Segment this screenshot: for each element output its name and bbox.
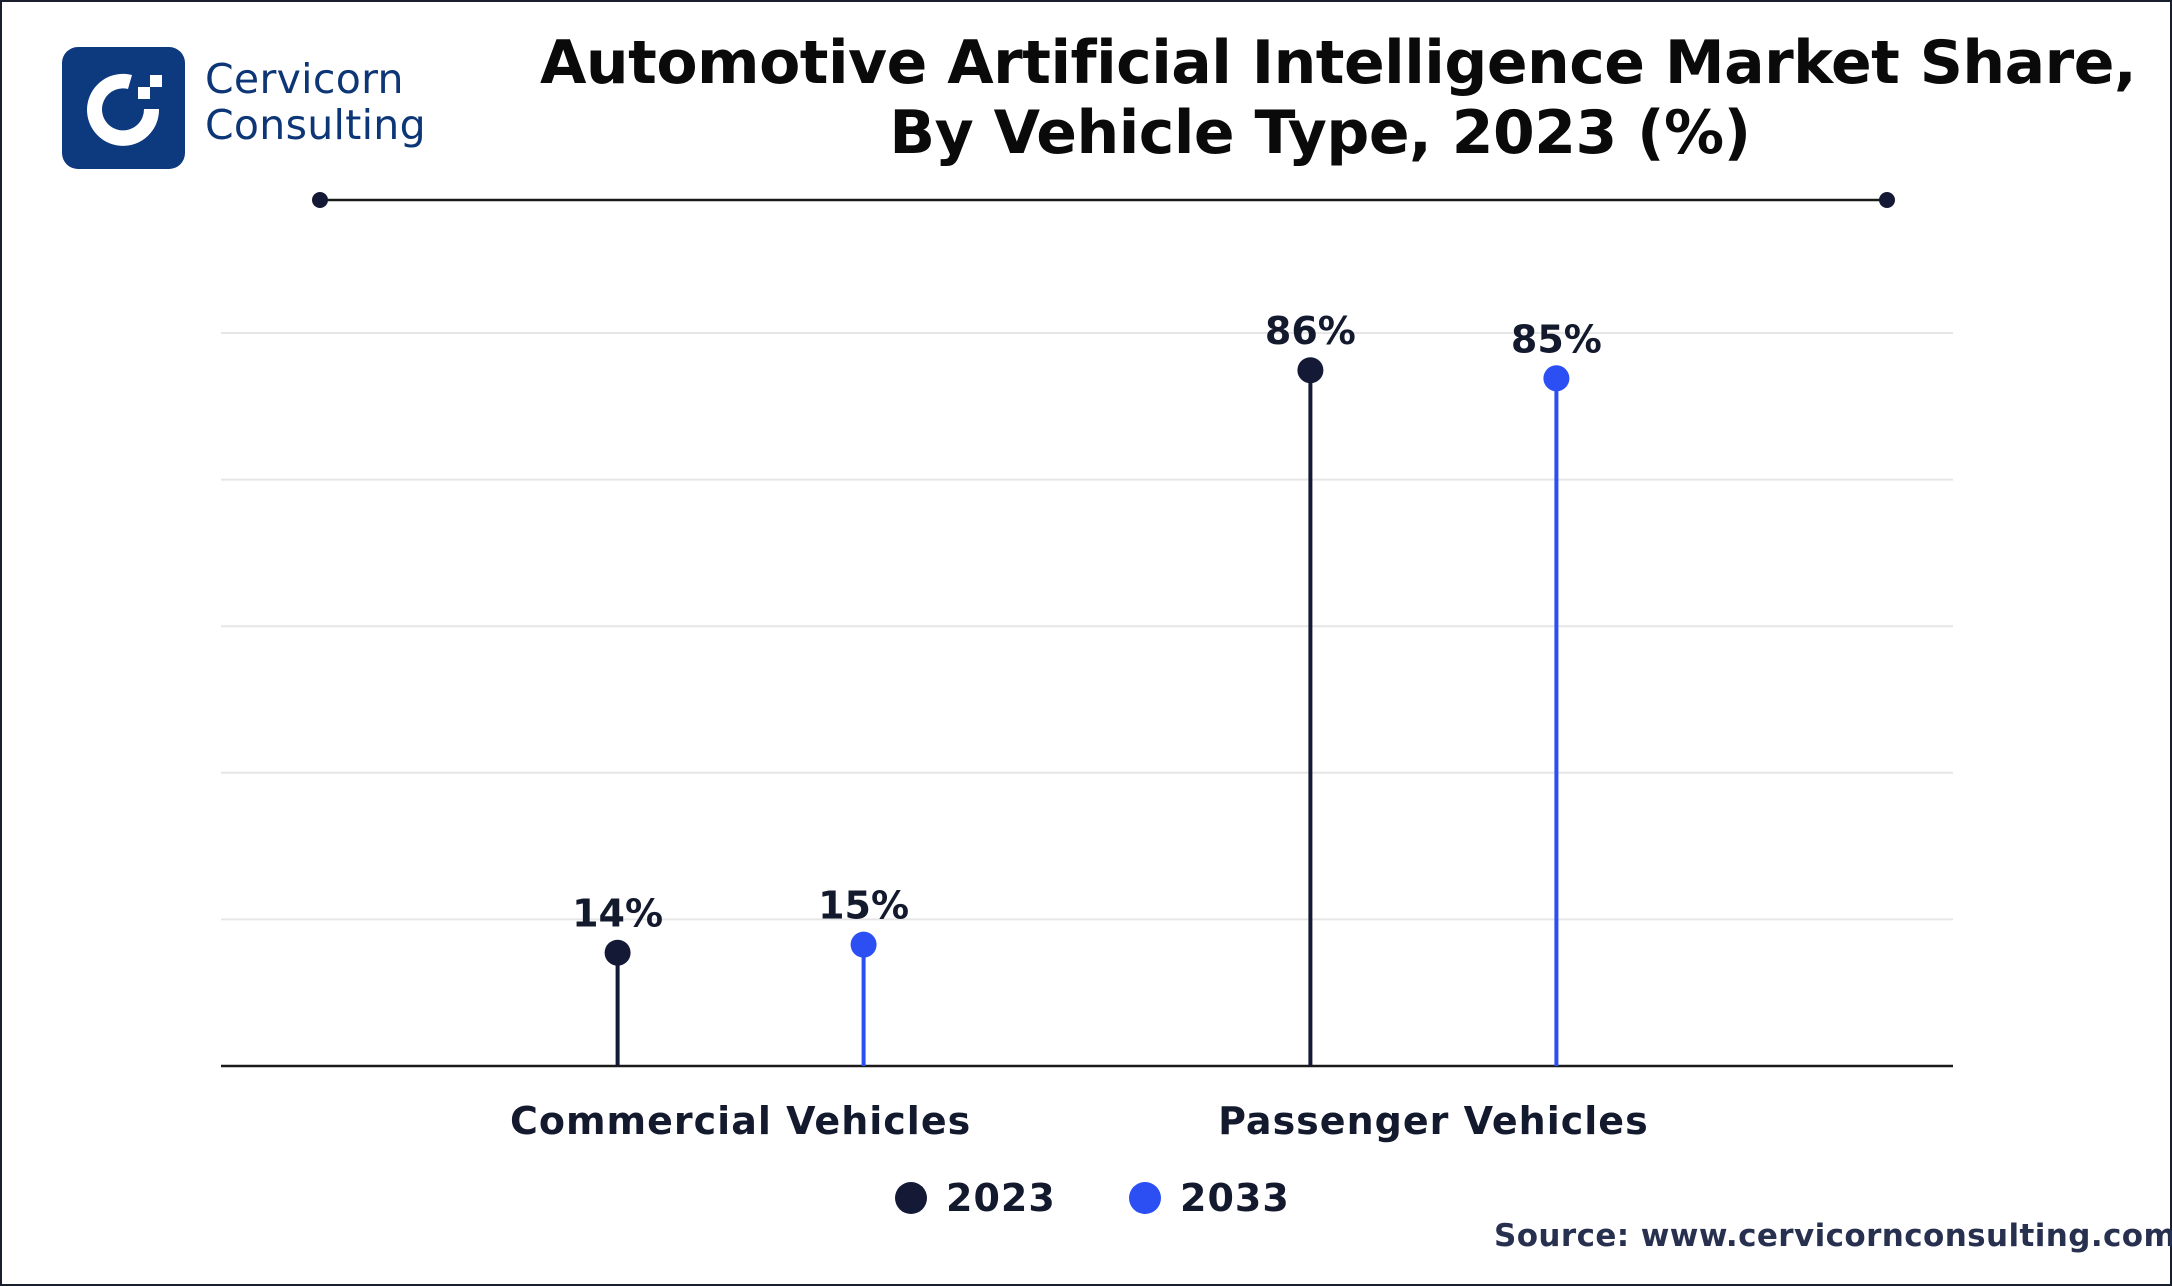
data-label: 14% [572, 892, 663, 936]
cervicorn-logo-icon [62, 47, 185, 169]
data-label: 15% [818, 884, 909, 928]
brand-name: Cervicorn Consulting [205, 56, 426, 148]
category-label: Passenger Vehicles [1218, 1099, 1649, 1143]
brand-name-line1: Cervicorn [205, 55, 404, 103]
brand-name-line2: Consulting [205, 101, 426, 149]
lollipop-dot-2033-1 [1543, 365, 1570, 392]
data-label: 86% [1265, 309, 1356, 353]
chart-title: Automotive Artificial Intelligence Marke… [540, 28, 2137, 168]
divider-right-dot [1879, 192, 1895, 208]
chart-title-line2: By Vehicle Type, 2023 (%) [889, 98, 1751, 168]
lollipop-dot-2023-0 [604, 939, 631, 966]
legend-marker-2023 [895, 1182, 927, 1214]
legend-label-2033: 2033 [1180, 1176, 1290, 1220]
source-text: Source: www.cervicornconsulting.com [1494, 1218, 2172, 1254]
category-label: Commercial Vehicles [510, 1099, 971, 1143]
legend-label-2023: 2023 [946, 1176, 1056, 1220]
lollipop-dot-2033-0 [850, 931, 877, 958]
divider-left-dot [312, 192, 328, 208]
chart-title-line1: Automotive Artificial Intelligence Marke… [540, 28, 2137, 98]
data-label: 85% [1511, 317, 1602, 361]
lollipop-dot-2023-1 [1297, 357, 1324, 384]
legend-marker-2033 [1129, 1182, 1161, 1214]
